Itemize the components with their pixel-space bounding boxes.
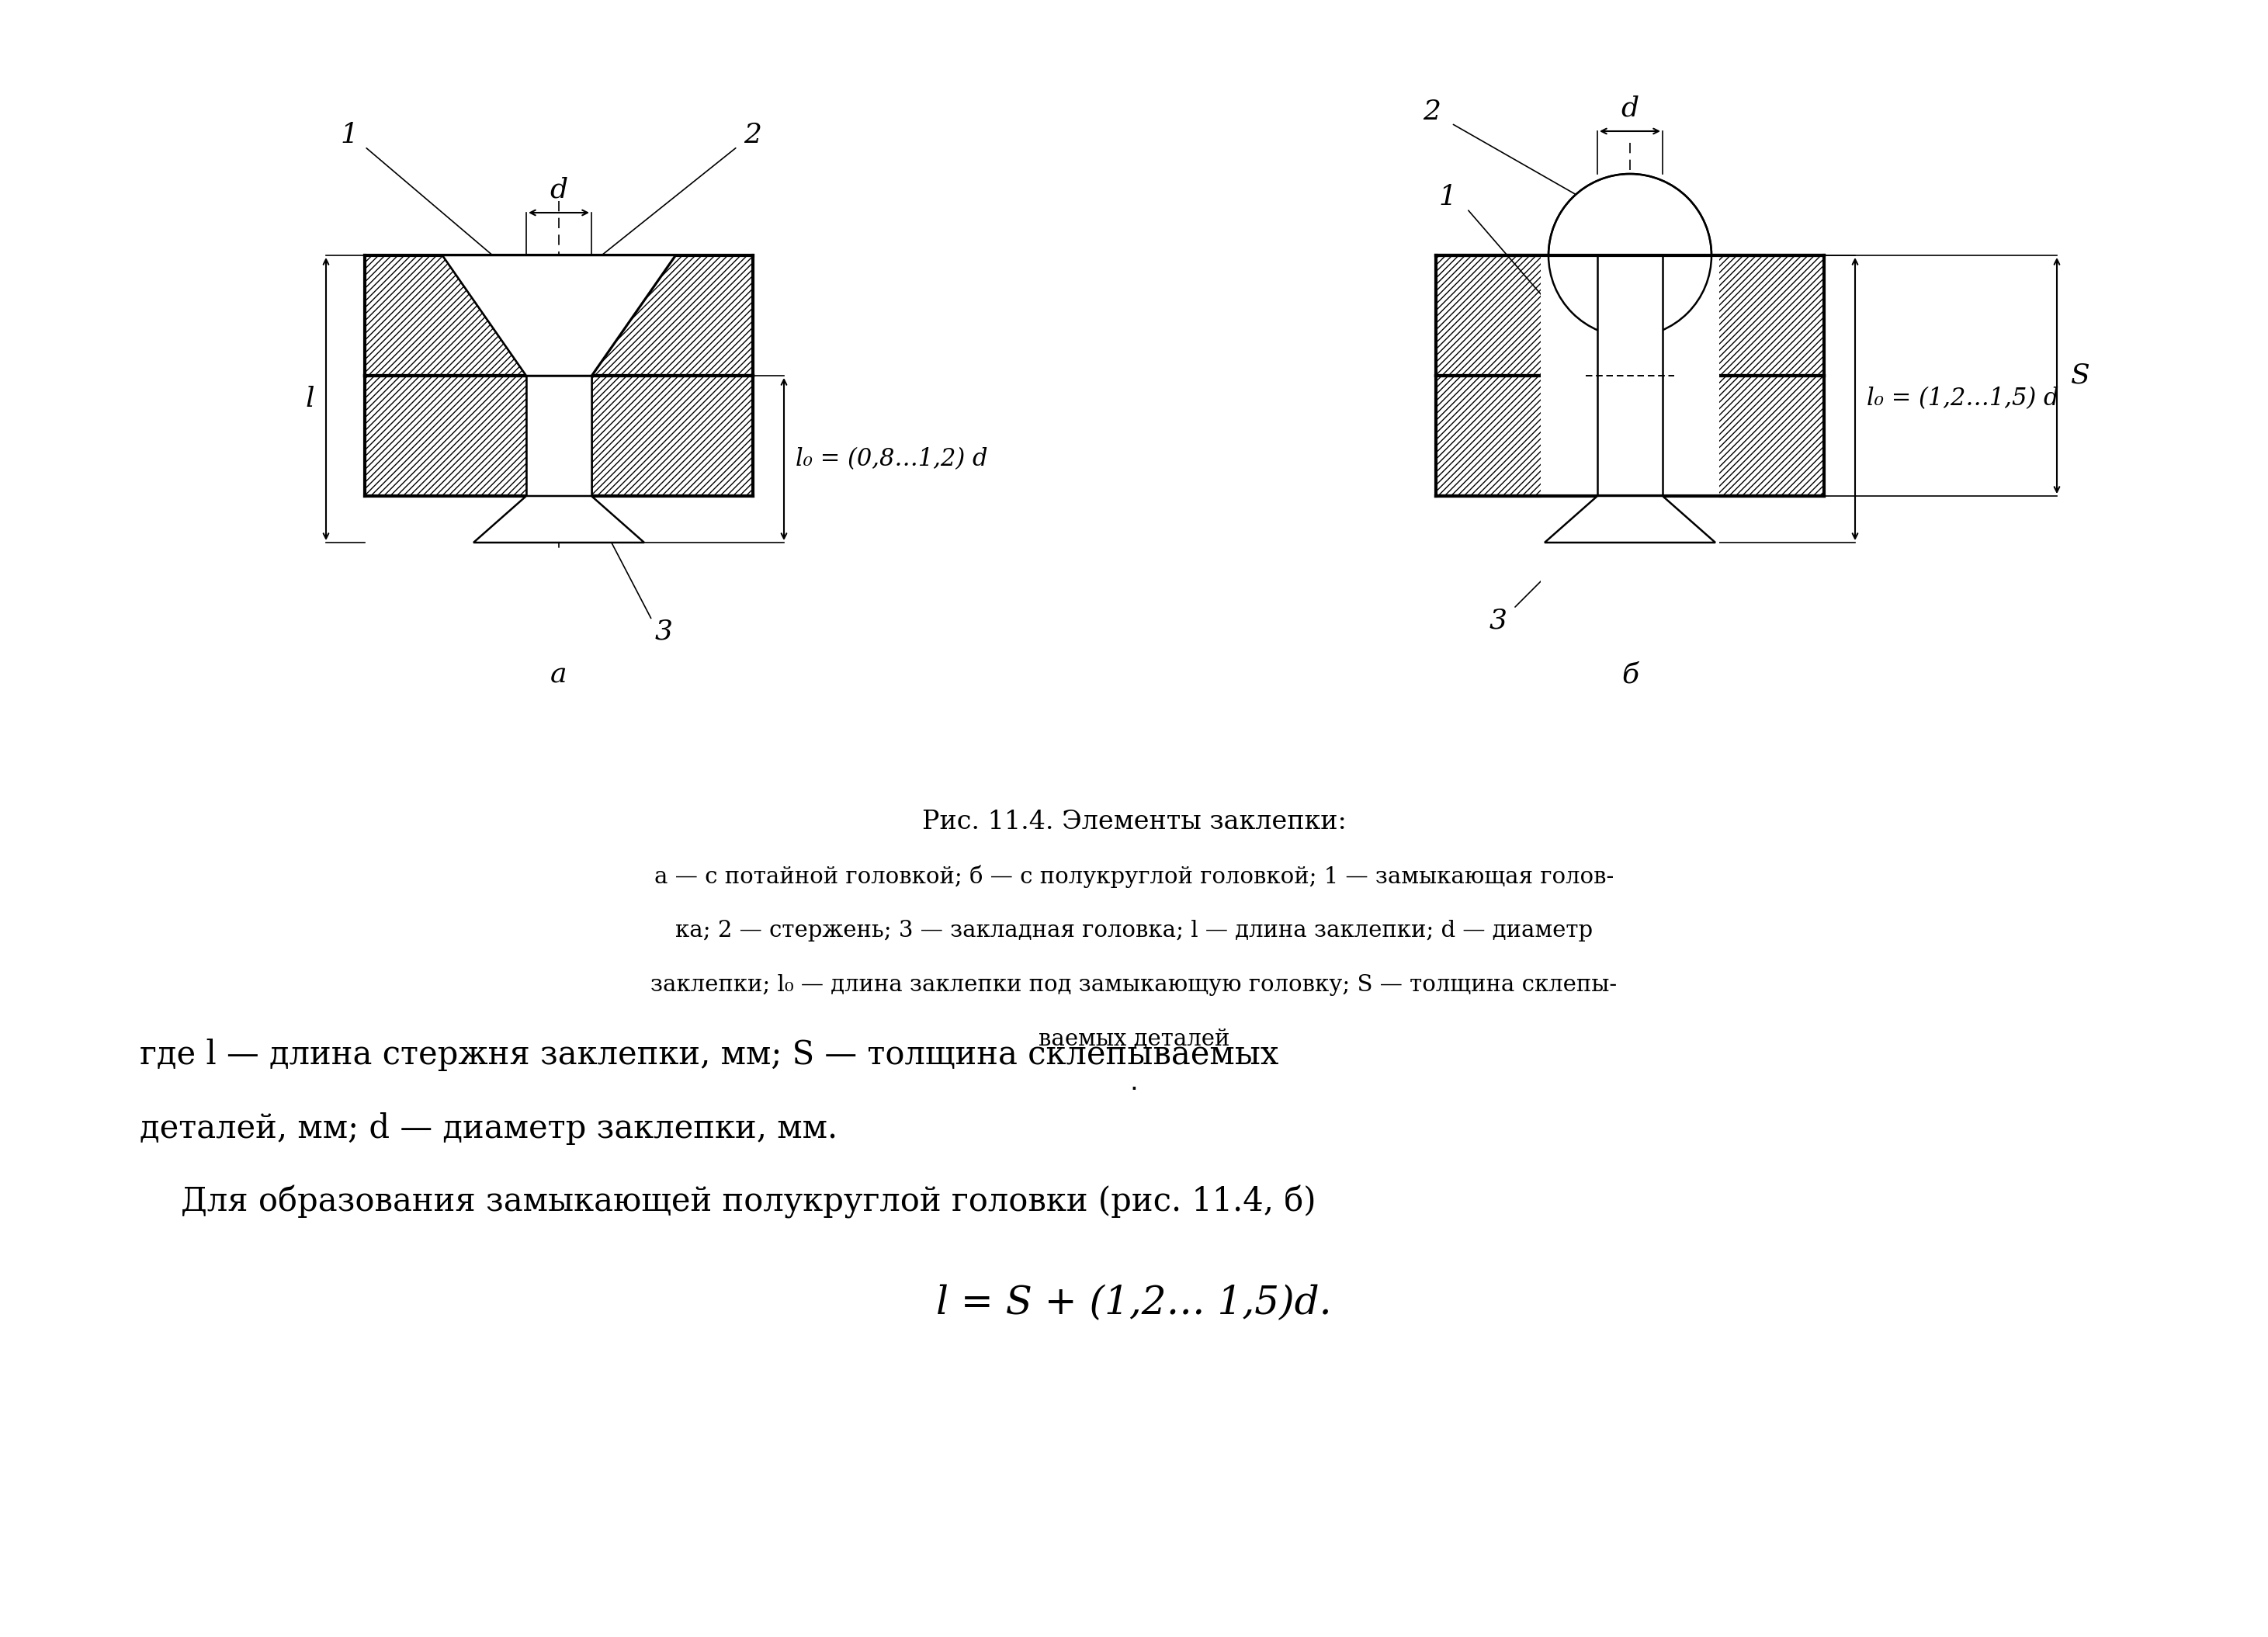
Text: 3: 3 [1490, 607, 1506, 634]
Polygon shape [365, 255, 526, 375]
Text: l₀ = (1,2…1,5) d: l₀ = (1,2…1,5) d [1867, 386, 2059, 411]
Bar [526, 375, 592, 496]
Polygon shape [474, 496, 644, 542]
Text: .: . [1129, 1071, 1139, 1095]
Polygon shape [442, 255, 676, 375]
Text: l = S + (1,2… 1,5)d.: l = S + (1,2… 1,5)d. [937, 1283, 1331, 1323]
Bar [365, 375, 526, 496]
Text: где l — длина стержня заклепки, мм; S — толщина склепываемых: где l — длина стержня заклепки, мм; S — … [141, 1038, 1279, 1071]
Bar [1662, 255, 1823, 375]
Text: б: б [1622, 661, 1637, 688]
Text: 1: 1 [340, 121, 358, 149]
Polygon shape [1545, 496, 1715, 542]
Text: l₀ = (0,8…1,2) d: l₀ = (0,8…1,2) d [796, 447, 987, 471]
Text: Для образования замыкающей полукруглой головки (рис. 11.4, б): Для образования замыкающей полукруглой г… [141, 1185, 1315, 1220]
Text: ка; 2 — стержень; 3 — закладная головка; l — длина заклепки; d — диаметр: ка; 2 — стержень; 3 — закладная головка;… [676, 920, 1592, 941]
Polygon shape [592, 255, 753, 375]
Text: 2: 2 [1422, 98, 1440, 124]
Text: 2: 2 [744, 121, 762, 149]
Polygon shape [1549, 174, 1712, 255]
Text: d: d [549, 177, 567, 203]
Text: заклепки; l₀ — длина заклепки под замыкающую головку; S — толщина склепы-: заклепки; l₀ — длина заклепки под замыка… [651, 974, 1617, 995]
Bar [1662, 375, 1823, 496]
Bar [1436, 255, 1597, 375]
Bar [1436, 375, 1597, 496]
Bar [1597, 255, 1662, 496]
Text: а: а [551, 661, 567, 688]
Text: ваемых деталей: ваемых деталей [1039, 1028, 1229, 1051]
Text: l: l [306, 386, 315, 413]
Text: Рис. 11.4. Элементы заклепки:: Рис. 11.4. Элементы заклепки: [921, 810, 1347, 835]
Text: а — с потайной головкой; б — с полукруглой головкой; 1 — замыкающая голов-: а — с потайной головкой; б — с полукругл… [653, 864, 1615, 887]
Text: S: S [2071, 362, 2091, 390]
Bar [592, 375, 753, 496]
Text: 3: 3 [655, 619, 674, 645]
Bar [1540, 255, 1719, 652]
Text: 1: 1 [1438, 183, 1456, 210]
Text: деталей, мм; d — диаметр заклепки, мм.: деталей, мм; d — диаметр заклепки, мм. [141, 1112, 837, 1144]
Text: d: d [1622, 95, 1640, 121]
